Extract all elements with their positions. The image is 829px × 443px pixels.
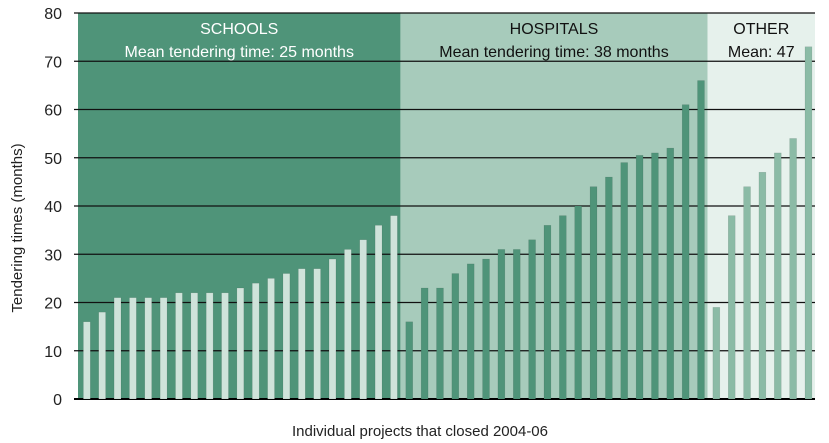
bar [635, 155, 644, 400]
bar [328, 258, 337, 400]
y-tick-label: 40 [44, 199, 62, 216]
bar [359, 239, 367, 400]
bar [543, 225, 552, 400]
group-mean-label: Mean: 47 [728, 44, 795, 61]
group-title: SCHOOLS [200, 21, 278, 38]
bar [113, 297, 122, 400]
bar [666, 147, 674, 400]
bar [804, 46, 813, 400]
bar [159, 297, 168, 400]
bar [221, 292, 229, 400]
bar [466, 263, 475, 400]
bar [83, 321, 91, 400]
group-mean-label: Mean tendering time: 25 months [124, 44, 353, 61]
bar [298, 268, 306, 400]
bar [129, 297, 137, 400]
bar [758, 171, 767, 400]
bar [743, 186, 751, 400]
bar [774, 152, 782, 400]
bar [789, 138, 797, 400]
y-tick-label: 10 [44, 344, 62, 361]
bar [697, 80, 705, 400]
y-axis-label: Tendering times (months) [9, 143, 26, 312]
bar [451, 273, 460, 400]
bar [344, 249, 352, 400]
bar [420, 287, 429, 400]
y-tick-label: 0 [53, 392, 62, 409]
bar [559, 215, 567, 400]
y-tick-label: 30 [44, 247, 62, 264]
bar [252, 282, 260, 400]
bar [175, 292, 183, 400]
bar [236, 287, 245, 400]
bar [620, 162, 628, 400]
bar [282, 273, 291, 400]
bar [436, 287, 444, 400]
y-tick-label: 80 [44, 6, 62, 23]
bar [712, 307, 721, 400]
bar [205, 292, 214, 400]
bar [98, 311, 106, 400]
bar [144, 297, 152, 400]
bar [267, 278, 275, 400]
bar [727, 215, 736, 400]
group-mean-label: Mean tendering time: 38 months [439, 44, 668, 61]
y-tick-label: 60 [44, 103, 62, 120]
bar [313, 268, 321, 400]
bar [190, 292, 199, 400]
y-tick-label: 20 [44, 296, 62, 313]
bar [482, 258, 490, 400]
y-tick-label: 50 [44, 151, 62, 168]
bar [528, 239, 536, 400]
bar [513, 249, 521, 400]
bar [497, 249, 506, 400]
bar [574, 205, 582, 400]
bar [405, 321, 413, 400]
bar [374, 225, 383, 400]
y-tick-label: 70 [44, 54, 62, 71]
bar [681, 104, 690, 400]
bar [605, 176, 613, 400]
bar [651, 152, 659, 400]
bar [390, 215, 398, 400]
group-title: OTHER [733, 21, 789, 38]
bar [589, 186, 598, 400]
group-title: HOSPITALS [510, 21, 599, 38]
x-axis-label: Individual projects that closed 2004-06 [292, 423, 548, 440]
